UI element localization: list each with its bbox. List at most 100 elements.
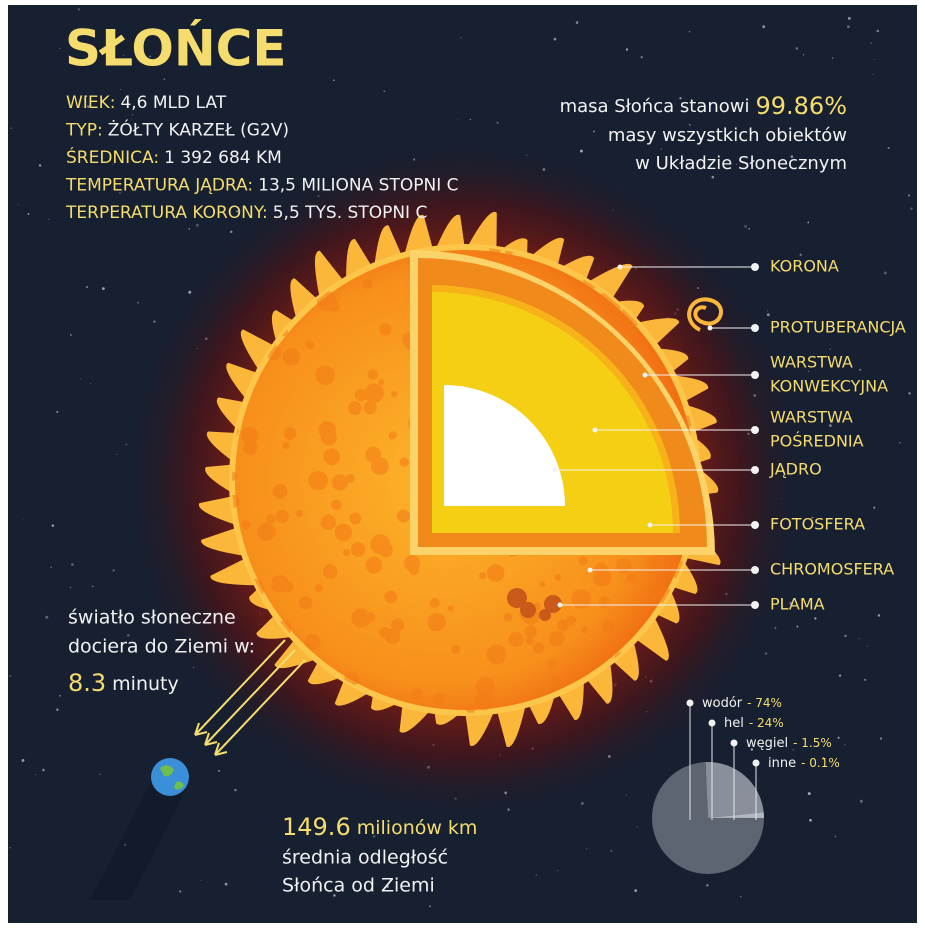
star [90, 383, 91, 384]
granule [551, 674, 557, 680]
granule [533, 642, 544, 653]
distance-unit: milionów km [357, 817, 478, 839]
granule [296, 510, 303, 517]
granule [266, 514, 276, 524]
star [832, 57, 834, 59]
star [636, 826, 637, 827]
star [689, 31, 690, 32]
granule [479, 572, 486, 579]
star [50, 567, 51, 568]
granule [555, 574, 562, 581]
star [873, 507, 875, 509]
star [497, 122, 499, 124]
granule [400, 457, 409, 466]
star [878, 614, 880, 616]
star [864, 679, 866, 681]
star [120, 89, 121, 90]
granule [371, 457, 389, 475]
star [470, 119, 471, 120]
granule [379, 323, 391, 335]
star [837, 737, 839, 739]
fact-value: ŻÓŁTY KARZEŁ (G2V) [108, 119, 289, 141]
star [333, 79, 335, 81]
star [536, 875, 537, 876]
star [56, 709, 58, 711]
star [626, 794, 627, 795]
granule [321, 515, 336, 530]
star [848, 17, 851, 20]
granule [579, 556, 588, 565]
fact-value: 4,6 MLD LAT [120, 93, 226, 113]
granule [346, 474, 355, 483]
granule [351, 542, 366, 557]
leader-dot [751, 426, 759, 434]
granule [308, 471, 327, 490]
star [42, 769, 45, 772]
star [429, 905, 431, 907]
leader-dot [751, 521, 759, 529]
granule [571, 589, 591, 609]
star [45, 616, 48, 619]
pie-label-name: wodór [702, 696, 743, 711]
granule [331, 500, 341, 510]
granule [384, 591, 397, 604]
granule [504, 613, 513, 622]
star [59, 48, 60, 49]
granule [343, 549, 350, 556]
layer-label: CHROMOSFERA [770, 560, 894, 579]
granule [315, 365, 335, 385]
star [22, 759, 25, 762]
star [39, 164, 41, 166]
star [86, 286, 88, 288]
fact-label: TEMPERATURA JĄDRA: [65, 176, 253, 196]
star [557, 870, 558, 871]
star [844, 635, 846, 637]
fact-value: 13,5 MILIONA STOPNI C [258, 176, 458, 196]
granule [650, 594, 658, 602]
distance-value: 149.6 [282, 813, 351, 841]
distance-line: Słońca od Ziemi [282, 875, 435, 897]
pie-leader-dot [687, 700, 694, 707]
star [70, 334, 72, 336]
granule [321, 430, 337, 446]
star [9, 675, 11, 677]
star [762, 25, 765, 28]
fact-value: 1 392 684 KM [164, 148, 282, 168]
star [586, 849, 587, 850]
star [80, 378, 81, 379]
star [48, 219, 49, 220]
star [218, 770, 220, 772]
granule [323, 564, 338, 579]
star [910, 208, 912, 210]
star [92, 586, 94, 588]
star [23, 518, 24, 519]
granule [378, 379, 384, 385]
star [593, 131, 595, 133]
star [641, 56, 643, 58]
star [554, 38, 557, 41]
granule [323, 448, 340, 465]
distance-line: średnia odległość [282, 847, 448, 869]
granule [335, 524, 353, 542]
granule [397, 509, 410, 522]
star [59, 695, 61, 697]
fact-value: 5,5 TYS. STOPNI C [273, 203, 428, 223]
pie-label-value: - 1.5% [793, 736, 832, 750]
fact-label: WIEK: [66, 93, 115, 113]
fact-label: TERPERATURA KORONY: [65, 203, 268, 223]
star [457, 119, 458, 120]
granule [299, 596, 312, 609]
leader-dot [751, 263, 759, 271]
granule [351, 608, 370, 627]
star [188, 228, 190, 230]
layer-label: WARSTWA [770, 408, 853, 427]
star [225, 883, 228, 886]
granule [364, 383, 384, 403]
granule [466, 704, 476, 714]
leader-start [648, 523, 653, 528]
star [908, 194, 910, 196]
star [765, 652, 768, 655]
granule [365, 557, 382, 574]
granule [283, 581, 294, 592]
